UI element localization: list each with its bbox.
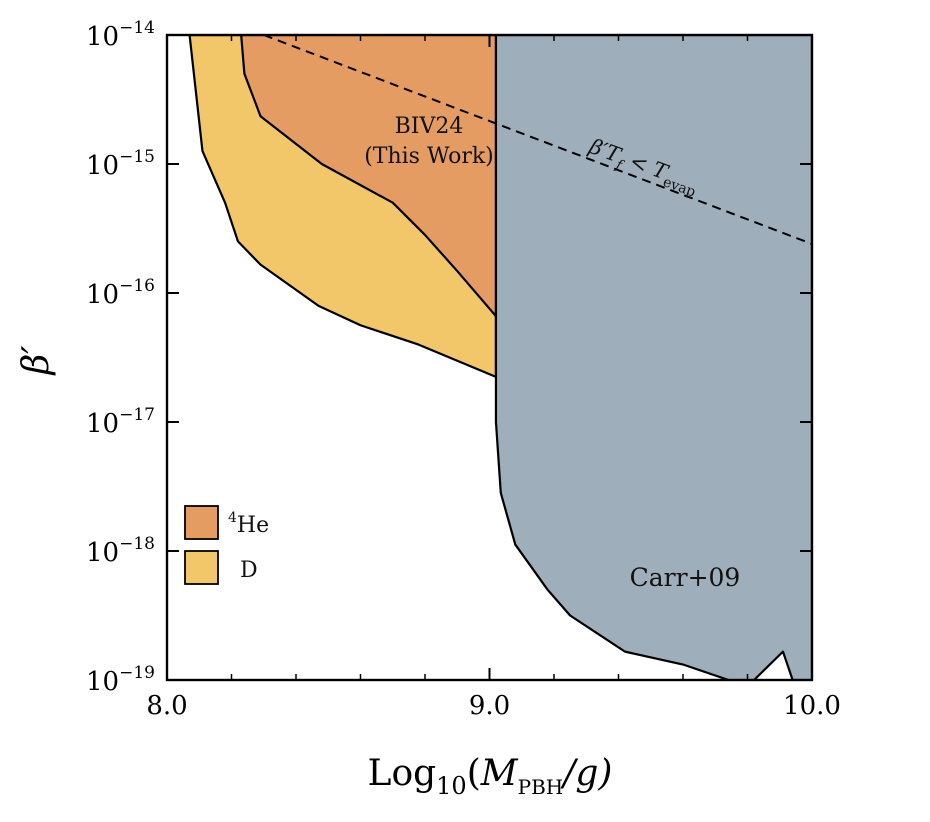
x-tick-label: 9.0	[469, 691, 510, 721]
carr09-label: Carr+09	[630, 563, 741, 592]
legend-swatch-deuterium	[184, 550, 219, 585]
carr09-region	[494, 35, 812, 680]
y-axis-title: β′	[16, 346, 57, 377]
y-tick-label: 10−19	[86, 663, 155, 697]
legend-label-helium4: 4He	[228, 510, 269, 538]
y-tick-label: 10−18	[86, 534, 155, 568]
biv24-label: BIV24	[395, 114, 464, 139]
legend-swatch-helium4	[184, 505, 219, 540]
y-tick-label: 10−17	[86, 405, 155, 439]
axis-ticks	[166, 34, 813, 681]
y-tick-labels: 10−14 10−15 10−16 10−17 10−18 10−19	[86, 18, 155, 697]
legend-label-deuterium: D	[240, 558, 258, 583]
y-tick-label: 10−14	[86, 18, 155, 52]
x-axis-title: Log10(MPBH/g)	[368, 753, 613, 800]
x-tick-label: 8.0	[146, 691, 187, 721]
plot-area	[188, 35, 812, 680]
x-tick-label: 10.0	[783, 691, 841, 721]
this-work-label: (This Work)	[364, 144, 494, 169]
legend: 4He D	[184, 505, 269, 585]
x-tick-labels: 8.0 9.0 10.0	[146, 691, 841, 721]
y-tick-label: 10−15	[86, 147, 155, 181]
y-tick-label: 10−16	[86, 276, 155, 310]
evaporation-limit-line	[263, 35, 812, 245]
